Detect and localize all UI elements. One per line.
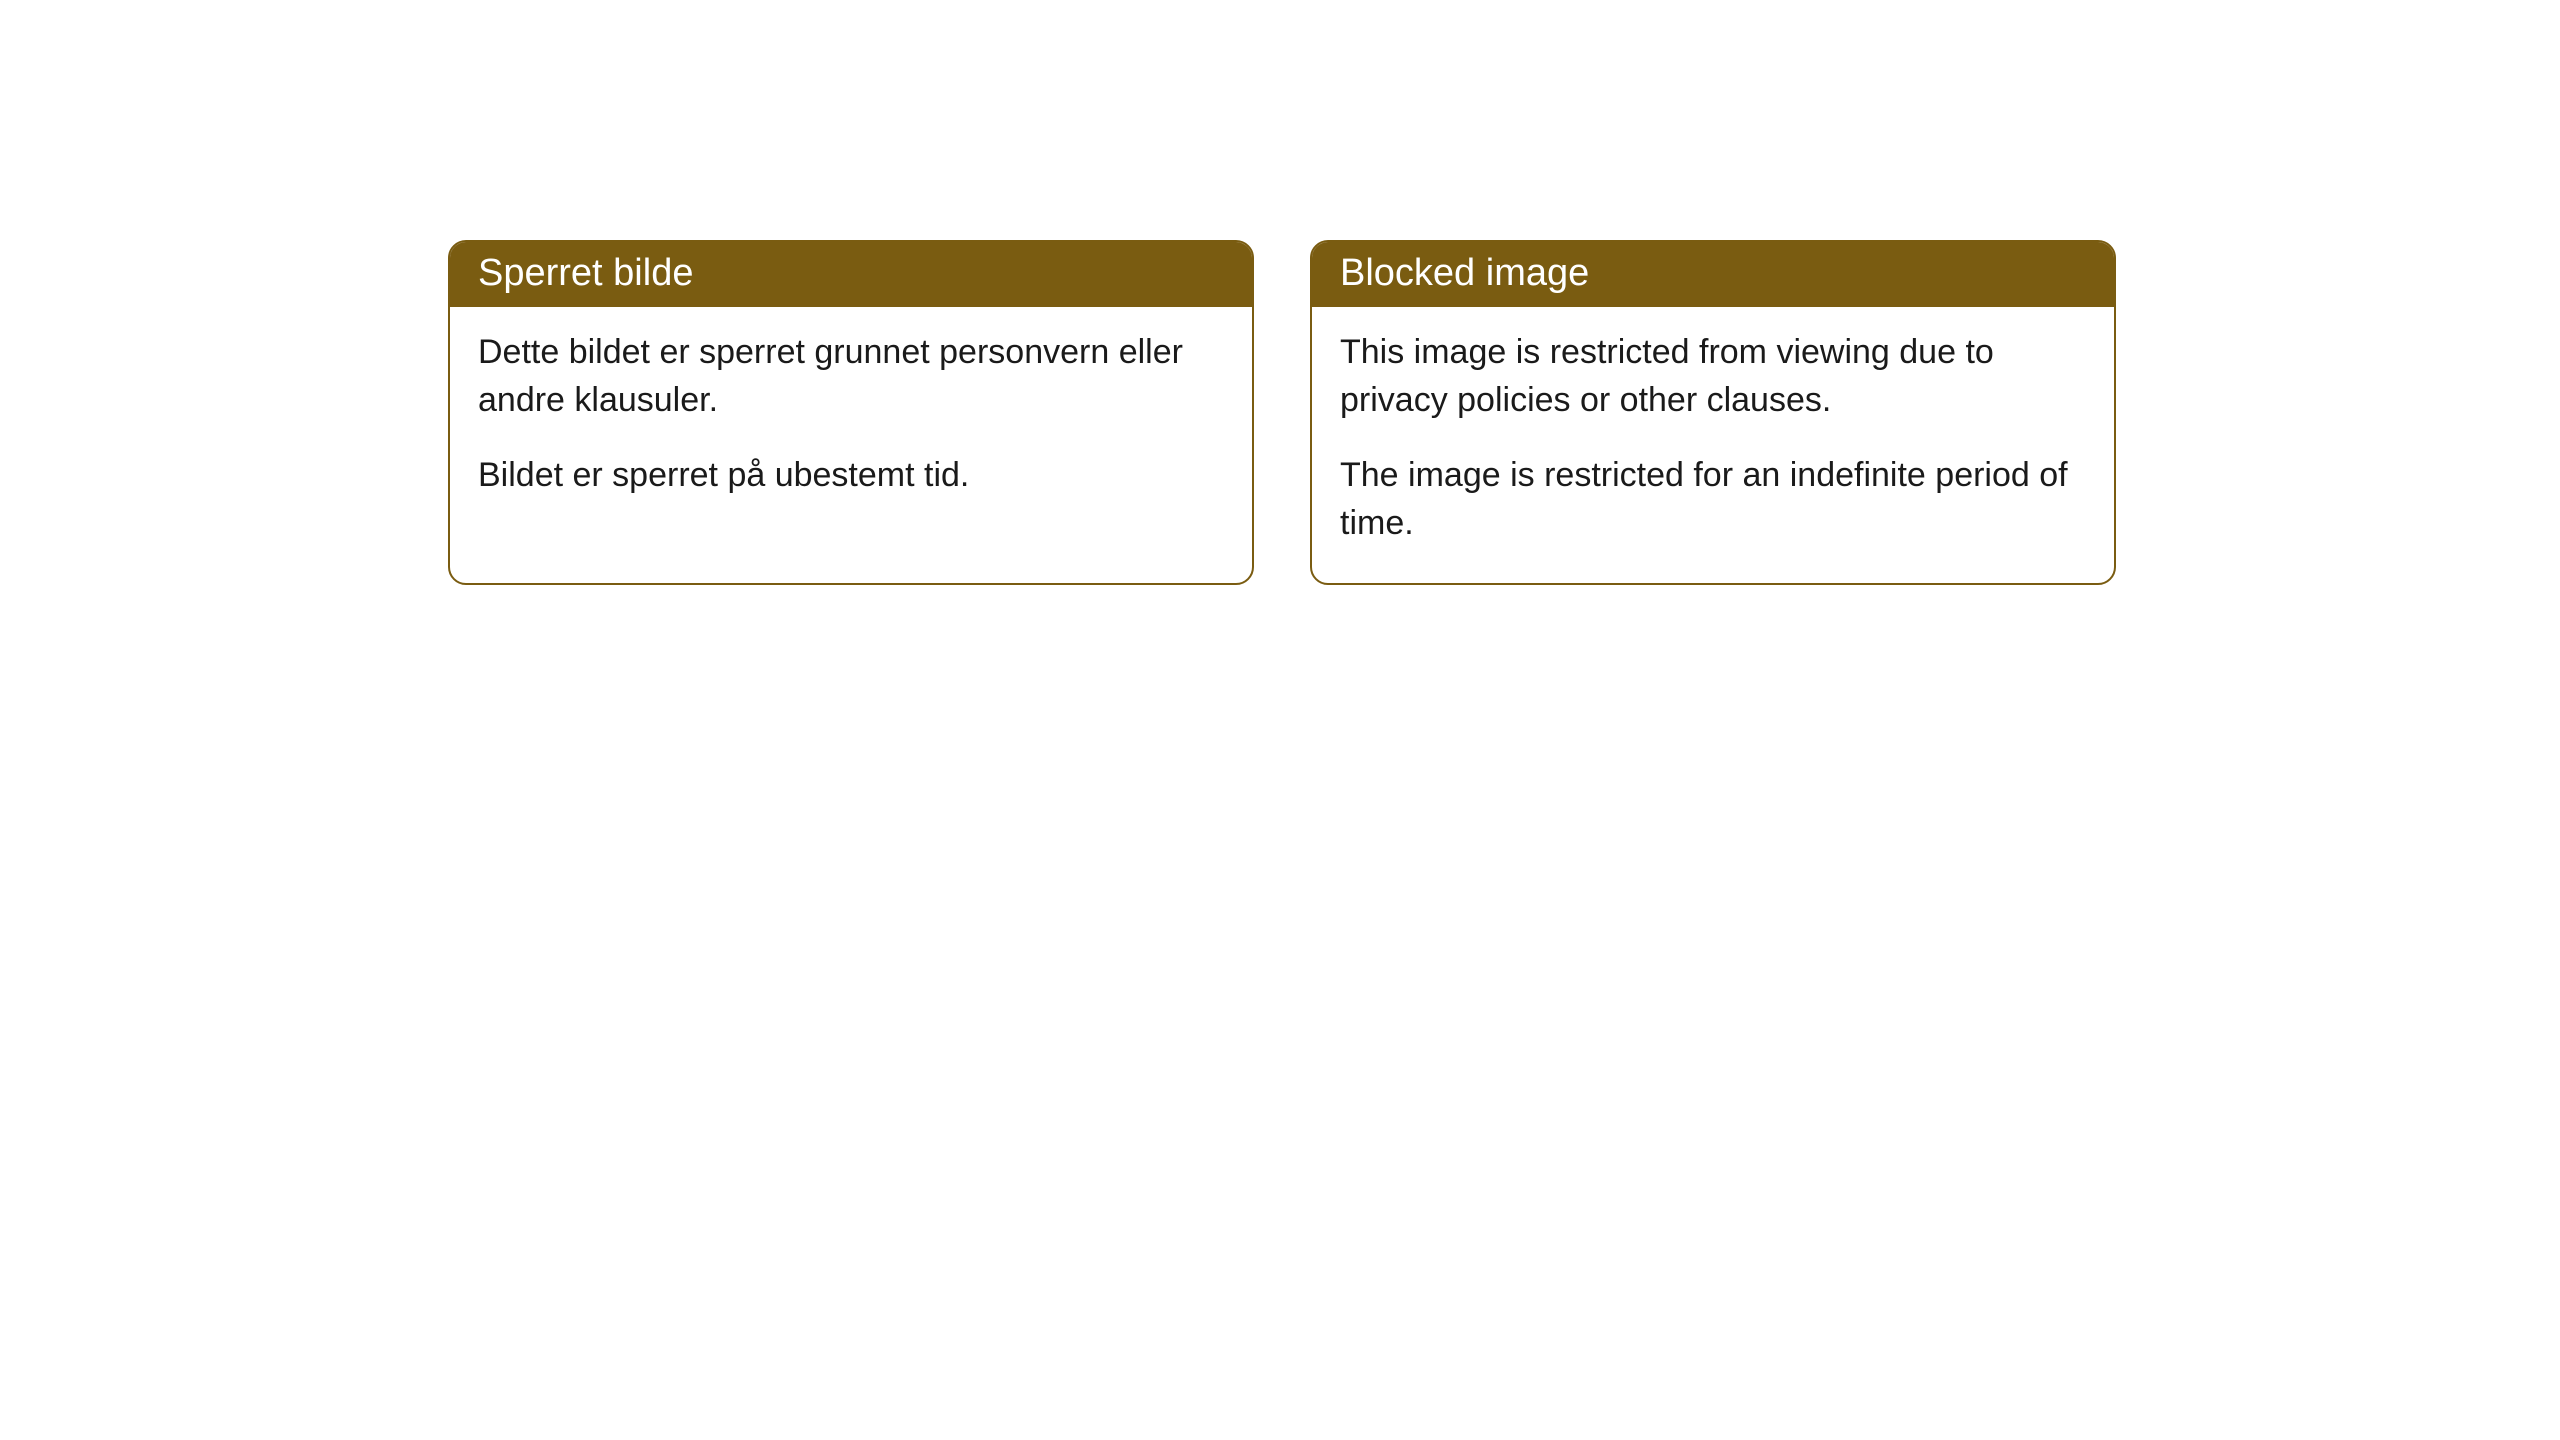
card-paragraph: The image is restricted for an indefinit… [1340,452,2086,547]
card-body: Dette bildet er sperret grunnet personve… [450,307,1252,536]
card-body: This image is restricted from viewing du… [1312,307,2114,583]
card-title: Blocked image [1340,252,1589,294]
card-paragraph: This image is restricted from viewing du… [1340,329,2086,424]
card-paragraph: Dette bildet er sperret grunnet personve… [478,329,1224,424]
notice-card-norwegian: Sperret bilde Dette bildet er sperret gr… [448,240,1254,585]
card-header: Sperret bilde [450,242,1252,307]
card-title: Sperret bilde [478,252,693,294]
notice-card-english: Blocked image This image is restricted f… [1310,240,2116,585]
notice-cards-container: Sperret bilde Dette bildet er sperret gr… [448,240,2116,585]
card-paragraph: Bildet er sperret på ubestemt tid. [478,452,1224,500]
card-header: Blocked image [1312,242,2114,307]
